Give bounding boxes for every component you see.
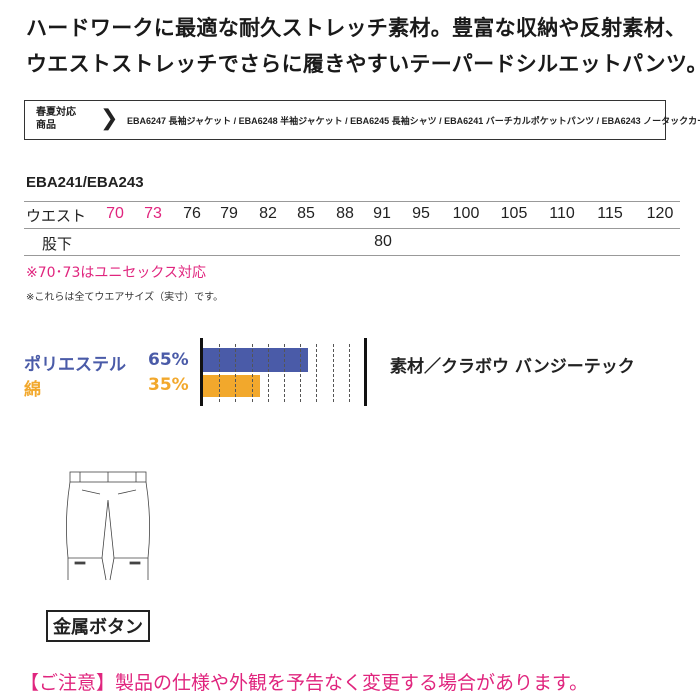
material-percent-cotton: 35%: [148, 375, 189, 395]
actual-size-note: ※これらは全てウエアサイズ（実寸）です。: [26, 292, 224, 303]
chevron-right-icon: ❯: [100, 106, 119, 131]
inseam-value: 80: [374, 233, 392, 250]
composition-bar: [203, 348, 309, 372]
series-label: 春夏対応 商品: [36, 107, 76, 131]
waist-size: 120: [646, 205, 674, 222]
waist-size: 91: [373, 205, 391, 222]
waist-size: 85: [297, 205, 315, 222]
material-name-cotton: 綿: [24, 380, 41, 400]
model-number: EBA241/EBA243: [26, 174, 144, 191]
bar-gridline: [332, 344, 334, 402]
bar-axis-left: [200, 338, 203, 406]
material-percent-polyester: 65%: [148, 350, 189, 370]
bar-gridline: [348, 344, 350, 402]
bar-gridline: [300, 344, 302, 402]
waist-label: ウエスト: [26, 207, 87, 225]
bar-gridline: [235, 344, 237, 402]
metal-button-label: 金属ボタン: [46, 610, 150, 642]
pants-back-illustration: [66, 471, 150, 581]
bar-gridline: [284, 344, 285, 402]
waist-size: 100: [452, 205, 480, 222]
waist-size: 79: [220, 205, 238, 222]
divider: [24, 201, 680, 202]
bar-gridline: [316, 344, 318, 402]
composition-bar: [203, 375, 260, 397]
bar-gridline: [267, 344, 269, 402]
headline-line-1: ハードワークに最適な耐久ストレッチ素材。豊富な収納や反射素材、: [26, 16, 687, 40]
inseam-label: 股下: [42, 235, 73, 253]
headline-line-2: ウエストストレッチでさらに履きやすいテーパードシルエットパンツ。: [26, 52, 700, 76]
material-name-polyester: ポリエステル: [24, 355, 126, 375]
series-items: EBA6247 長袖ジャケット / EBA6248 半袖ジャケット / EBA6…: [127, 116, 700, 126]
divider: [24, 255, 680, 256]
waist-size: 105: [500, 205, 528, 222]
bar-axis-right: [364, 338, 367, 406]
waist-size: 76: [183, 205, 201, 222]
bar-gridline: [219, 344, 221, 402]
waist-size: 82: [259, 205, 277, 222]
waist-size: 73: [144, 205, 162, 222]
series-box: [24, 100, 666, 140]
waist-size: 88: [336, 205, 354, 222]
waist-size: 115: [597, 205, 623, 222]
unisex-note: ※70･73はユニセックス対応: [26, 265, 206, 281]
divider: [24, 228, 680, 229]
material-fabric: 素材／クラボウ バンジーテック: [390, 357, 635, 377]
waist-size: 110: [549, 205, 575, 222]
bar-gridline: [251, 344, 253, 402]
warning-note: 【ご注意】製品の仕様や外観を予告なく変更する場合があります。: [20, 672, 589, 694]
waist-size: 95: [412, 205, 430, 222]
waist-size: 70: [106, 205, 124, 222]
